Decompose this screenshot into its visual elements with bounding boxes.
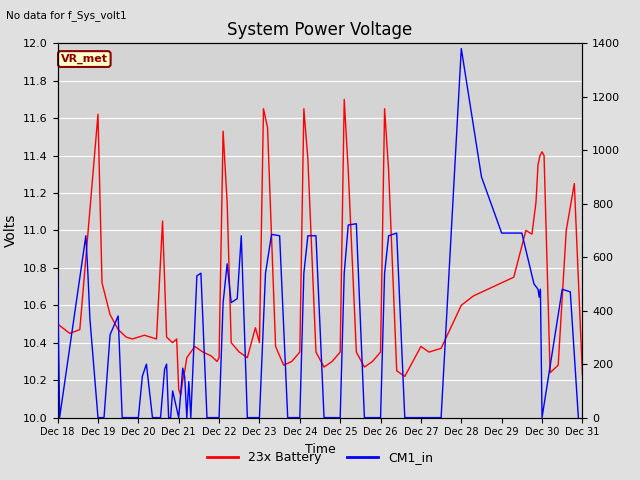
Text: VR_met: VR_met	[61, 54, 108, 64]
X-axis label: Time: Time	[305, 443, 335, 456]
Text: No data for f_Sys_volt1: No data for f_Sys_volt1	[6, 10, 127, 21]
Title: System Power Voltage: System Power Voltage	[227, 21, 413, 39]
Legend: 23x Battery, CM1_in: 23x Battery, CM1_in	[202, 446, 438, 469]
Y-axis label: Volts: Volts	[4, 214, 17, 247]
